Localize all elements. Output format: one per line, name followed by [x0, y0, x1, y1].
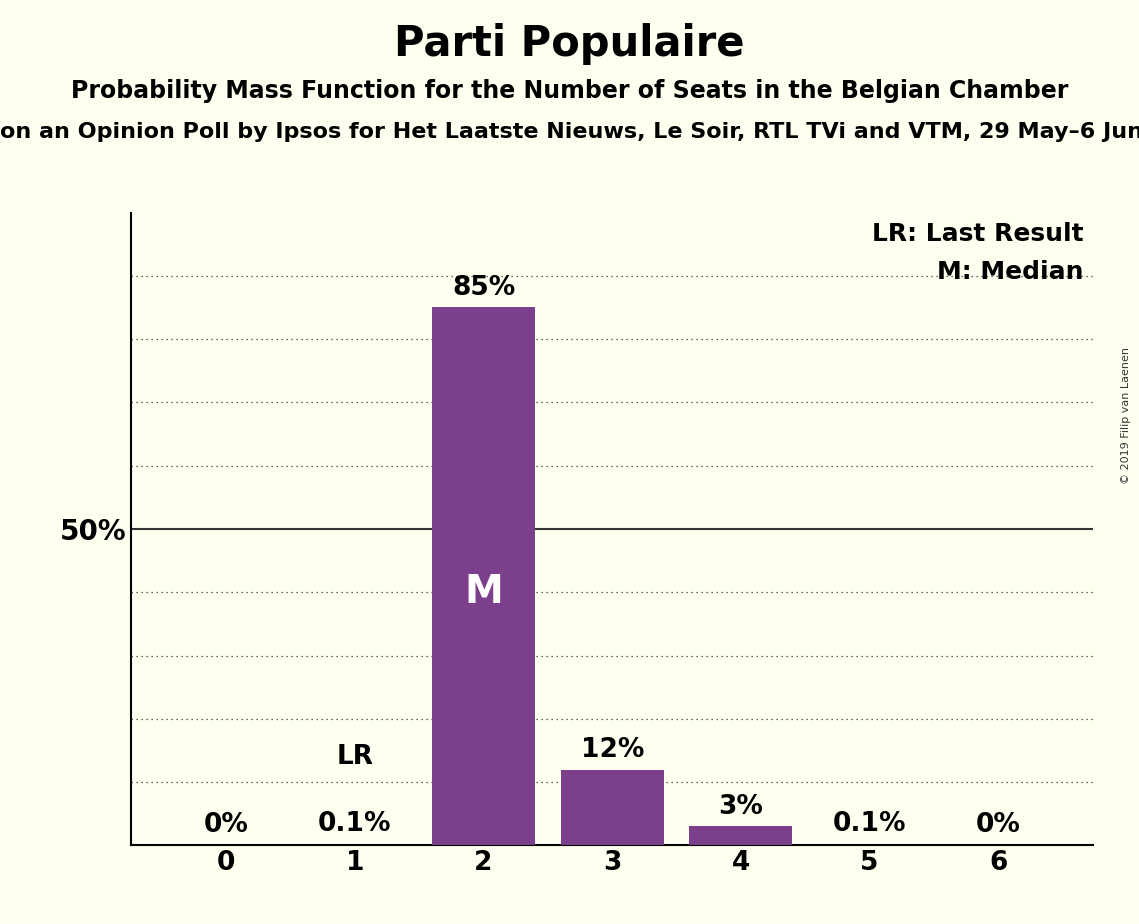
Text: 3%: 3%	[719, 794, 763, 821]
Text: 85%: 85%	[452, 275, 515, 301]
Text: M: M	[465, 573, 503, 612]
Text: 0%: 0%	[204, 812, 248, 838]
Text: Probability Mass Function for the Number of Seats in the Belgian Chamber: Probability Mass Function for the Number…	[71, 79, 1068, 103]
Text: on an Opinion Poll by Ipsos for Het Laatste Nieuws, Le Soir, RTL TVi and VTM, 29: on an Opinion Poll by Ipsos for Het Laat…	[0, 122, 1139, 142]
Text: LR: LR	[336, 744, 374, 770]
Bar	[689, 826, 793, 845]
Text: Parti Populaire: Parti Populaire	[394, 23, 745, 65]
Text: 0.1%: 0.1%	[318, 811, 392, 837]
Bar	[560, 770, 664, 845]
Text: 0.1%: 0.1%	[833, 811, 907, 837]
Text: LR: Last Result: LR: Last Result	[872, 222, 1084, 246]
Bar	[432, 308, 535, 845]
Text: 0%: 0%	[976, 812, 1021, 838]
Text: © 2019 Filip van Laenen: © 2019 Filip van Laenen	[1121, 347, 1131, 484]
Text: M: Median: M: Median	[937, 260, 1084, 284]
Text: 12%: 12%	[581, 737, 644, 763]
